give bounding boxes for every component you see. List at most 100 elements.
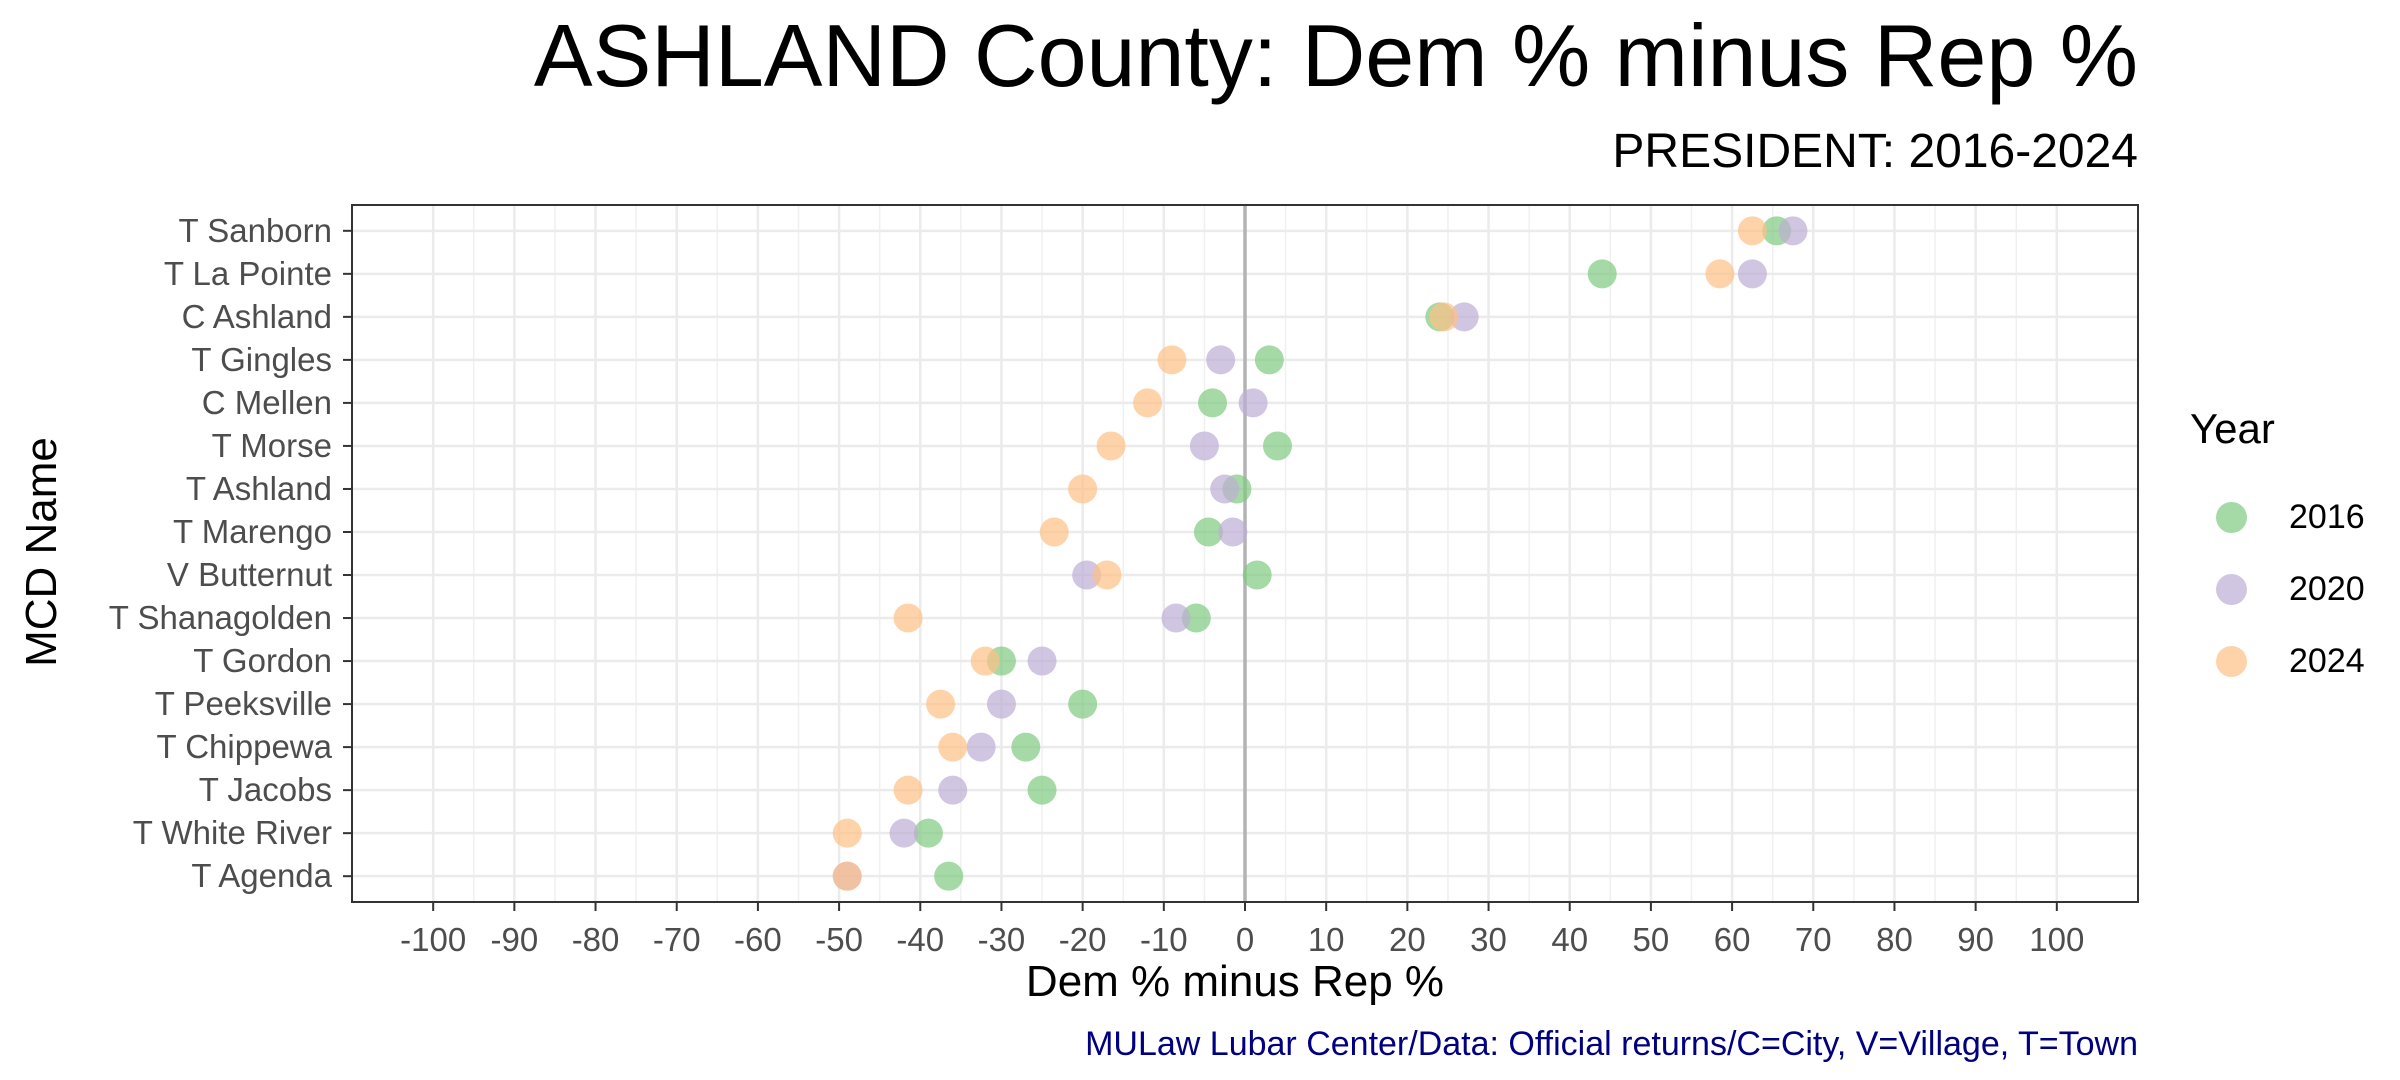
x-tick-label: 100: [2029, 921, 2084, 958]
legend-item-2024: 2024: [2190, 625, 2365, 697]
legend-label-2024: 2024: [2289, 641, 2365, 680]
x-tick-label: 80: [1876, 921, 1913, 958]
x-axis-label: Dem % minus Rep %: [1025, 957, 1445, 1006]
y-tick-label: C Mellen: [202, 384, 332, 421]
point-2016-t-la-pointe: [1587, 259, 1617, 289]
x-tick-label: -80: [572, 921, 620, 958]
point-2024-t-peeksville: [926, 689, 956, 719]
point-2024-t-jacobs: [893, 775, 923, 805]
legend-dot-2016: [2216, 501, 2247, 533]
point-2016-t-jacobs: [1027, 775, 1057, 805]
y-tick-label: T Morse: [212, 427, 332, 464]
y-tick-label: C Ashland: [182, 298, 332, 335]
point-2016-t-gingles: [1254, 345, 1284, 375]
point-2024-t-gordon: [970, 646, 1000, 676]
point-2024-t-ashland: [1068, 474, 1098, 504]
point-2020-t-shanagolden: [1161, 603, 1191, 633]
point-2016-t-white-river: [913, 818, 943, 848]
y-tick-label: V Butternut: [167, 556, 332, 593]
legend-title: Year: [2190, 405, 2275, 452]
point-2020-t-gordon: [1027, 646, 1057, 676]
point-2020-t-chippewa: [966, 732, 996, 762]
x-tick-label: 70: [1795, 921, 1832, 958]
point-2024-t-chippewa: [938, 732, 968, 762]
x-tick-label: -20: [1059, 921, 1107, 958]
legend-dot-2020: [2216, 573, 2247, 605]
legend-label-2020: 2020: [2289, 569, 2365, 608]
y-axis-ticks: T Sanborn T La Pointe C Ashland T Gingles C …: [109, 212, 352, 894]
x-tick-label: 50: [1633, 921, 1670, 958]
point-2016-v-butternut: [1242, 560, 1272, 590]
point-2020-t-la-pointe: [1737, 259, 1767, 289]
x-tick-label: -90: [491, 921, 539, 958]
y-tick-label: T Sanborn: [179, 212, 333, 249]
y-axis-label: MCD Name: [17, 437, 66, 667]
point-2024-t-shanagolden: [893, 603, 923, 633]
point-2020-c-ashland: [1449, 302, 1479, 332]
x-tick-label: -50: [815, 921, 863, 958]
point-2024-t-white-river: [832, 818, 862, 848]
point-2024-t-agenda: [832, 861, 862, 891]
point-2024-t-morse: [1096, 431, 1126, 461]
point-2016-t-peeksville: [1068, 689, 1098, 719]
x-tick-label: -100: [400, 921, 466, 958]
x-tick-label: 30: [1470, 921, 1507, 958]
x-tick-label: -30: [978, 921, 1026, 958]
point-2020-t-white-river: [889, 818, 919, 848]
point-2020-v-butternut: [1072, 560, 1102, 590]
y-tick-label: T Peeksville: [155, 685, 332, 722]
x-tick-label: 0: [1236, 921, 1254, 958]
x-tick-label: -70: [653, 921, 701, 958]
y-tick-label: T Agenda: [191, 857, 332, 894]
y-tick-label: T Chippewa: [157, 728, 333, 765]
y-tick-label: T Marengo: [173, 513, 332, 550]
point-2024-t-sanborn: [1737, 216, 1767, 246]
point-2020-c-mellen: [1238, 388, 1268, 418]
x-tick-label: 90: [1957, 921, 1994, 958]
data-points: [832, 216, 1808, 891]
x-tick-label: -60: [734, 921, 782, 958]
legend-dot-2024: [2216, 645, 2247, 677]
point-2020-t-gingles: [1206, 345, 1236, 375]
point-2024-t-gingles: [1157, 345, 1187, 375]
legend: Year 2016 2020 2024: [2190, 405, 2365, 697]
x-tick-label: -40: [896, 921, 944, 958]
x-tick-label: 60: [1714, 921, 1751, 958]
x-tick-label: 10: [1308, 921, 1345, 958]
y-tick-label: T Gordon: [193, 642, 332, 679]
y-tick-label: T Shanagolden: [109, 599, 332, 636]
y-tick-label: T Gingles: [191, 341, 332, 378]
y-tick-label: T White River: [133, 814, 332, 851]
legend-label-2016: 2016: [2289, 497, 2365, 536]
point-2016-t-marengo: [1193, 517, 1223, 547]
point-2016-t-chippewa: [1011, 732, 1041, 762]
point-2020-t-marengo: [1218, 517, 1248, 547]
point-2016-t-shanagolden: [1181, 603, 1211, 633]
legend-item-2016: 2016: [2190, 481, 2365, 553]
point-2024-t-marengo: [1039, 517, 1069, 547]
point-2020-t-jacobs: [938, 775, 968, 805]
y-tick-label: T Jacobs: [199, 771, 332, 808]
point-2020-t-morse: [1189, 431, 1219, 461]
point-2016-t-agenda: [934, 861, 964, 891]
point-2020-t-peeksville: [986, 689, 1016, 719]
point-2024-v-butternut: [1092, 560, 1122, 590]
point-2024-c-ashland: [1429, 302, 1459, 332]
point-2024-c-mellen: [1133, 388, 1163, 418]
legend-item-2020: 2020: [2190, 553, 2365, 625]
chart-caption: MULaw Lubar Center/Data: Official return…: [1085, 1025, 2138, 1063]
point-2020-t-sanborn: [1778, 216, 1808, 246]
point-2024-t-la-pointe: [1705, 259, 1735, 289]
chart-subtitle: PRESIDENT: 2016-2024: [1612, 125, 2138, 178]
y-tick-label: T Ashland: [186, 470, 332, 507]
y-tick-label: T La Pointe: [164, 255, 332, 292]
x-tick-label: 20: [1389, 921, 1426, 958]
point-2020-t-ashland: [1210, 474, 1240, 504]
point-2016-c-mellen: [1198, 388, 1228, 418]
x-tick-label: 40: [1551, 921, 1588, 958]
x-axis-ticks: -100 -90 -80 -70 -60 -50 -40 -30 -20 -10 0 10 20 30 40…: [400, 902, 2084, 958]
chart-title: ASHLAND County: Dem % minus Rep %: [533, 6, 2138, 105]
x-tick-label: -10: [1140, 921, 1188, 958]
point-2016-t-morse: [1262, 431, 1292, 461]
